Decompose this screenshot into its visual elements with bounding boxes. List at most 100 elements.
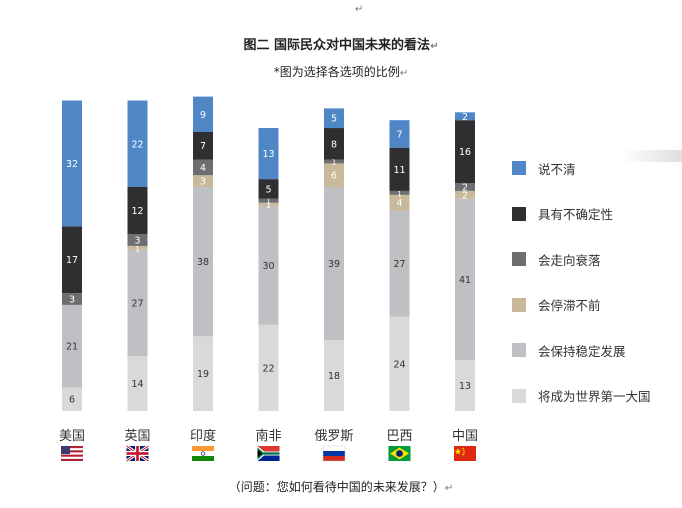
- question-footnote: （问题：您如何看待中国的未来发展？）↵: [0, 478, 682, 495]
- legend-item: 说不清: [512, 160, 576, 177]
- bar-segment: [127, 355, 148, 411]
- data-label: 1: [266, 201, 271, 210]
- data-label: 9: [200, 110, 206, 121]
- data-label: 38: [197, 257, 209, 268]
- question-footnote-text: （问题：您如何看待中国的未来发展？）: [228, 480, 445, 494]
- bar-segment: [193, 175, 213, 187]
- category-label: 南非: [255, 428, 281, 444]
- data-label: 27: [131, 298, 143, 309]
- data-label: 41: [459, 275, 471, 286]
- legend-swatch: [512, 343, 526, 357]
- bar-segment: [258, 206, 279, 325]
- flag-star: [462, 453, 464, 456]
- data-label: 13: [262, 149, 274, 160]
- category-label: 巴西: [386, 429, 412, 444]
- chart-subtitle: *图为选择各选项的比例↵: [0, 63, 682, 80]
- india-flag-icon: [192, 446, 214, 461]
- legend-item: 会保持稳定发展: [512, 342, 626, 359]
- bar-segment: [455, 198, 475, 360]
- bar-segment: [193, 96, 213, 132]
- flag-stripe: [61, 450, 83, 453]
- flag-part: [323, 456, 345, 461]
- flag-chakra: [200, 451, 206, 456]
- bar-segment: [193, 186, 213, 337]
- paragraph-mark: ↵: [399, 68, 409, 79]
- russia-flag-icon: [322, 445, 346, 462]
- bar-segment: [389, 190, 410, 195]
- bar-segment: [258, 198, 279, 203]
- data-label: 5: [331, 114, 337, 125]
- data-label: 3: [134, 236, 140, 247]
- data-label: 3: [69, 294, 75, 305]
- data-label: 18: [328, 371, 340, 382]
- legend-swatch: [512, 206, 526, 221]
- bar-segment: [258, 202, 279, 207]
- bar-segment: [455, 359, 475, 411]
- data-label: 22: [262, 363, 274, 374]
- data-label: 22: [131, 139, 143, 150]
- data-label: 8: [331, 139, 337, 150]
- flag-stripe: [61, 454, 83, 457]
- data-label: 14: [131, 379, 143, 390]
- legend-swatch: [512, 297, 526, 312]
- bar-segment: [389, 120, 410, 148]
- bar-segment: [455, 183, 475, 191]
- data-label: 11: [393, 165, 405, 176]
- bar-segment: [193, 131, 213, 160]
- data-label: 2: [462, 182, 468, 193]
- bar-segment: [62, 387, 82, 411]
- flag-part: [323, 446, 345, 451]
- flag-cross: [126, 452, 149, 455]
- bar-segment: [193, 336, 213, 411]
- bar-segment: [324, 128, 344, 160]
- paragraph-mark: ↵: [430, 41, 439, 52]
- data-label: 7: [396, 129, 402, 140]
- legend-swatch: [512, 161, 526, 175]
- legend-label: 会停滞不前: [538, 298, 601, 313]
- legend-label: 将成为世界第一大国: [538, 389, 651, 404]
- data-label: 13: [459, 381, 471, 392]
- flag-star: [463, 449, 465, 452]
- bar-segment: [324, 163, 344, 187]
- data-label: 16: [459, 147, 471, 158]
- flag-part: [257, 446, 280, 454]
- bar-segment: [324, 108, 344, 129]
- south-africa-flag-icon: [257, 446, 280, 461]
- paragraph-mark: ↵: [444, 483, 454, 494]
- bar-segment: [324, 186, 344, 341]
- legend-swatch: [512, 252, 526, 266]
- data-label: 27: [393, 259, 405, 270]
- legend-label: 会保持稳定发展: [538, 343, 626, 359]
- bar-segment: [455, 112, 475, 121]
- data-label: 3: [200, 177, 206, 188]
- data-label: 32: [66, 159, 78, 170]
- bar-segment: [62, 304, 82, 388]
- bar-segment: [127, 234, 148, 246]
- data-label: 21: [66, 342, 78, 353]
- bar-segment: [258, 179, 279, 199]
- bar-segment: [62, 100, 82, 227]
- flag-part: [257, 449, 262, 458]
- decorative-shadow: [622, 150, 682, 162]
- legend-item: 会走向衰落: [512, 251, 601, 268]
- bar-segment: [455, 120, 475, 184]
- flag-part: [454, 446, 476, 461]
- data-label: 30: [262, 261, 274, 272]
- paragraph-mark: ↵: [355, 4, 364, 15]
- chart-title: 图二 国际民众对中国未来的看法↵: [0, 34, 682, 53]
- bar-segment: [389, 210, 410, 317]
- bar-segment: [62, 226, 82, 294]
- data-label: 19: [197, 369, 209, 380]
- flag-part: [192, 456, 214, 461]
- bar-segment: [324, 159, 344, 164]
- chart-subtitle-text: *图为选择各选项的比例: [273, 65, 400, 79]
- data-label: 5: [265, 184, 271, 195]
- bar-segment: [193, 159, 213, 176]
- legend-label: 说不清: [538, 161, 576, 177]
- category-label: 俄罗斯: [314, 429, 353, 444]
- bar-segment: [127, 100, 148, 187]
- flag-part: [192, 446, 214, 451]
- data-label: 6: [69, 395, 75, 406]
- bar-segment: [389, 316, 410, 411]
